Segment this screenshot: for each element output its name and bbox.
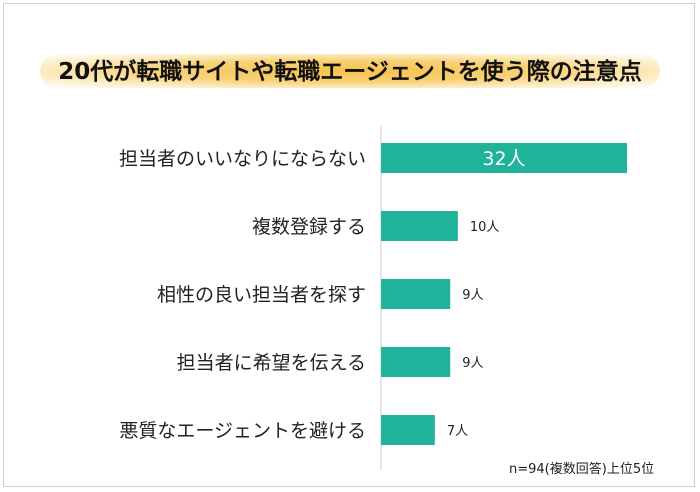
sample-note: n=94(複数回答)上位5位 (509, 462, 655, 477)
title-highlight-band (40, 54, 660, 88)
bar (381, 211, 458, 241)
bar (381, 279, 451, 309)
category-label: 複数登録する (252, 216, 366, 238)
value-label: 7人 (447, 424, 468, 439)
category-label: 悪質なエージェントを避ける (119, 420, 366, 442)
title-area: 20代が転職サイトや転職エージェントを使う際の注意点 (40, 48, 660, 92)
value-label: 9人 (462, 288, 483, 303)
chart-title: 20代が転職サイトや転職エージェントを使う際の注意点 (58, 59, 642, 85)
value-label: 9人 (462, 356, 483, 371)
bar (381, 347, 451, 377)
category-label: 相性の良い担当者を探す (157, 284, 366, 306)
category-label: 担当者に希望を伝える (177, 352, 366, 374)
bar (381, 415, 435, 445)
bar (381, 143, 627, 173)
value-label: 10人 (470, 220, 500, 235)
category-label: 担当者のいいなりにならない (119, 148, 366, 170)
value-label: 32人 (482, 148, 525, 170)
